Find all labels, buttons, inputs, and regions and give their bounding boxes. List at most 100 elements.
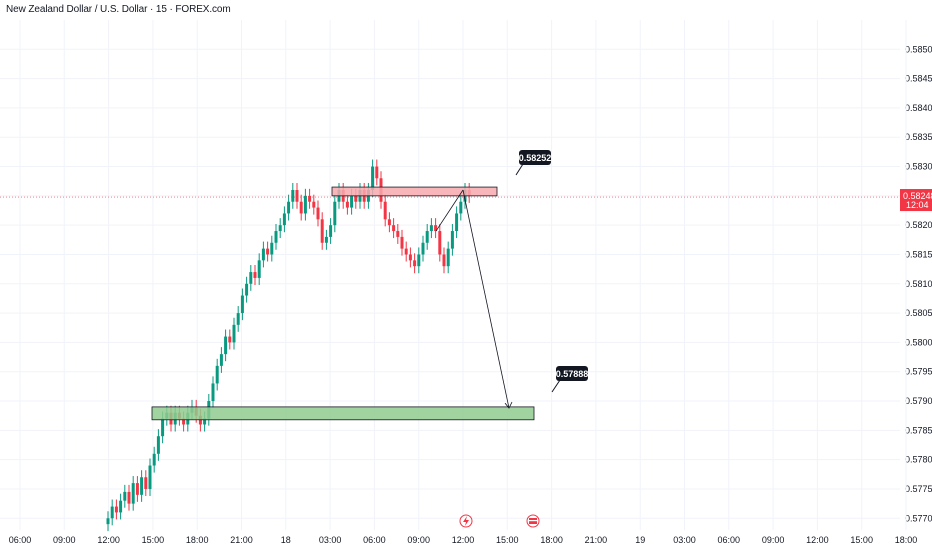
projection-arrow — [462, 189, 510, 409]
candle-body — [455, 213, 459, 232]
current-price-timer: 12:04 — [906, 200, 929, 210]
candle-body — [345, 201, 349, 208]
x-tick-label: 15:00 — [142, 535, 165, 545]
candle-body — [261, 248, 265, 261]
candle-body — [312, 201, 316, 208]
candle-body — [110, 506, 114, 519]
candle-body — [446, 248, 450, 267]
x-tick-label: 06:00 — [718, 535, 741, 545]
x-tick-label: 03:00 — [673, 535, 696, 545]
candle-body — [459, 201, 463, 214]
x-tick-label: 18 — [281, 535, 291, 545]
candle-body — [408, 254, 412, 261]
candle-body — [211, 383, 215, 402]
candle-body — [203, 418, 207, 425]
candle-body — [266, 248, 270, 255]
candle-body — [287, 201, 291, 214]
x-tick-label: 12:00 — [452, 535, 475, 545]
candle-body — [249, 272, 253, 284]
x-tick-label: 09:00 — [762, 535, 785, 545]
candle-body — [219, 354, 223, 366]
candle-body — [131, 483, 135, 504]
x-tick-label: 19 — [635, 535, 645, 545]
candle-body — [438, 231, 442, 255]
candle-body — [278, 225, 282, 232]
candle-body — [253, 272, 257, 278]
candle-body — [299, 201, 303, 214]
x-tick-label: 18:00 — [540, 535, 563, 545]
candle-body — [228, 336, 232, 343]
us-flag-icon — [529, 520, 537, 522]
candle-body — [274, 231, 278, 243]
projection-arrowhead — [504, 401, 513, 409]
x-tick-label: 15:00 — [850, 535, 873, 545]
candle-body — [324, 236, 328, 243]
candle-body — [114, 506, 118, 513]
candle-body — [404, 248, 408, 255]
candle-body — [224, 336, 228, 355]
lightning-icon — [463, 516, 469, 526]
x-tick-label: 03:00 — [319, 535, 342, 545]
x-tick-label: 09:00 — [53, 535, 76, 545]
candle-body — [387, 219, 391, 226]
resistance-callout — [519, 150, 551, 165]
candle-body — [182, 418, 186, 425]
callout-pointer — [515, 163, 524, 176]
callout-pointer — [551, 379, 561, 393]
support-zone — [151, 406, 535, 421]
candle-body — [106, 518, 110, 525]
candle-body — [392, 225, 396, 232]
candle-body — [308, 195, 312, 202]
candle-body — [236, 313, 240, 325]
candle-body — [156, 436, 160, 454]
candle-body — [320, 219, 324, 243]
candle-body — [400, 236, 404, 249]
candle-body — [148, 465, 152, 489]
candle-body — [215, 365, 219, 384]
candle-body — [442, 254, 446, 267]
x-tick-label: 06:00 — [9, 535, 32, 545]
candle-body — [270, 242, 274, 255]
x-tick-label: 21:00 — [230, 535, 253, 545]
x-tick-label: 18:00 — [895, 535, 918, 545]
x-tick-label: 18:00 — [186, 535, 209, 545]
x-tick-label: 15:00 — [496, 535, 519, 545]
candle-body — [434, 225, 438, 232]
candle-body — [291, 190, 295, 202]
candle-body — [295, 190, 299, 202]
candle-body — [245, 283, 249, 296]
candle-body — [127, 491, 131, 504]
candle-body — [316, 207, 320, 220]
candle-body — [429, 225, 433, 232]
candle-body — [232, 324, 236, 343]
chart-title: New Zealand Dollar / U.S. Dollar · 15 · … — [6, 4, 231, 15]
candle-body — [303, 195, 307, 214]
callout-label: 0.58252 — [519, 153, 552, 163]
candle-body — [152, 453, 156, 466]
candle-body — [383, 201, 387, 220]
candle-body — [123, 491, 127, 501]
candle-body — [425, 231, 429, 243]
candle-body — [329, 225, 333, 237]
candle-body — [375, 166, 379, 179]
candle-body — [413, 260, 417, 267]
callout-label: 0.57888 — [556, 369, 589, 379]
candle-body — [396, 231, 400, 237]
resistance-zone — [331, 186, 498, 197]
